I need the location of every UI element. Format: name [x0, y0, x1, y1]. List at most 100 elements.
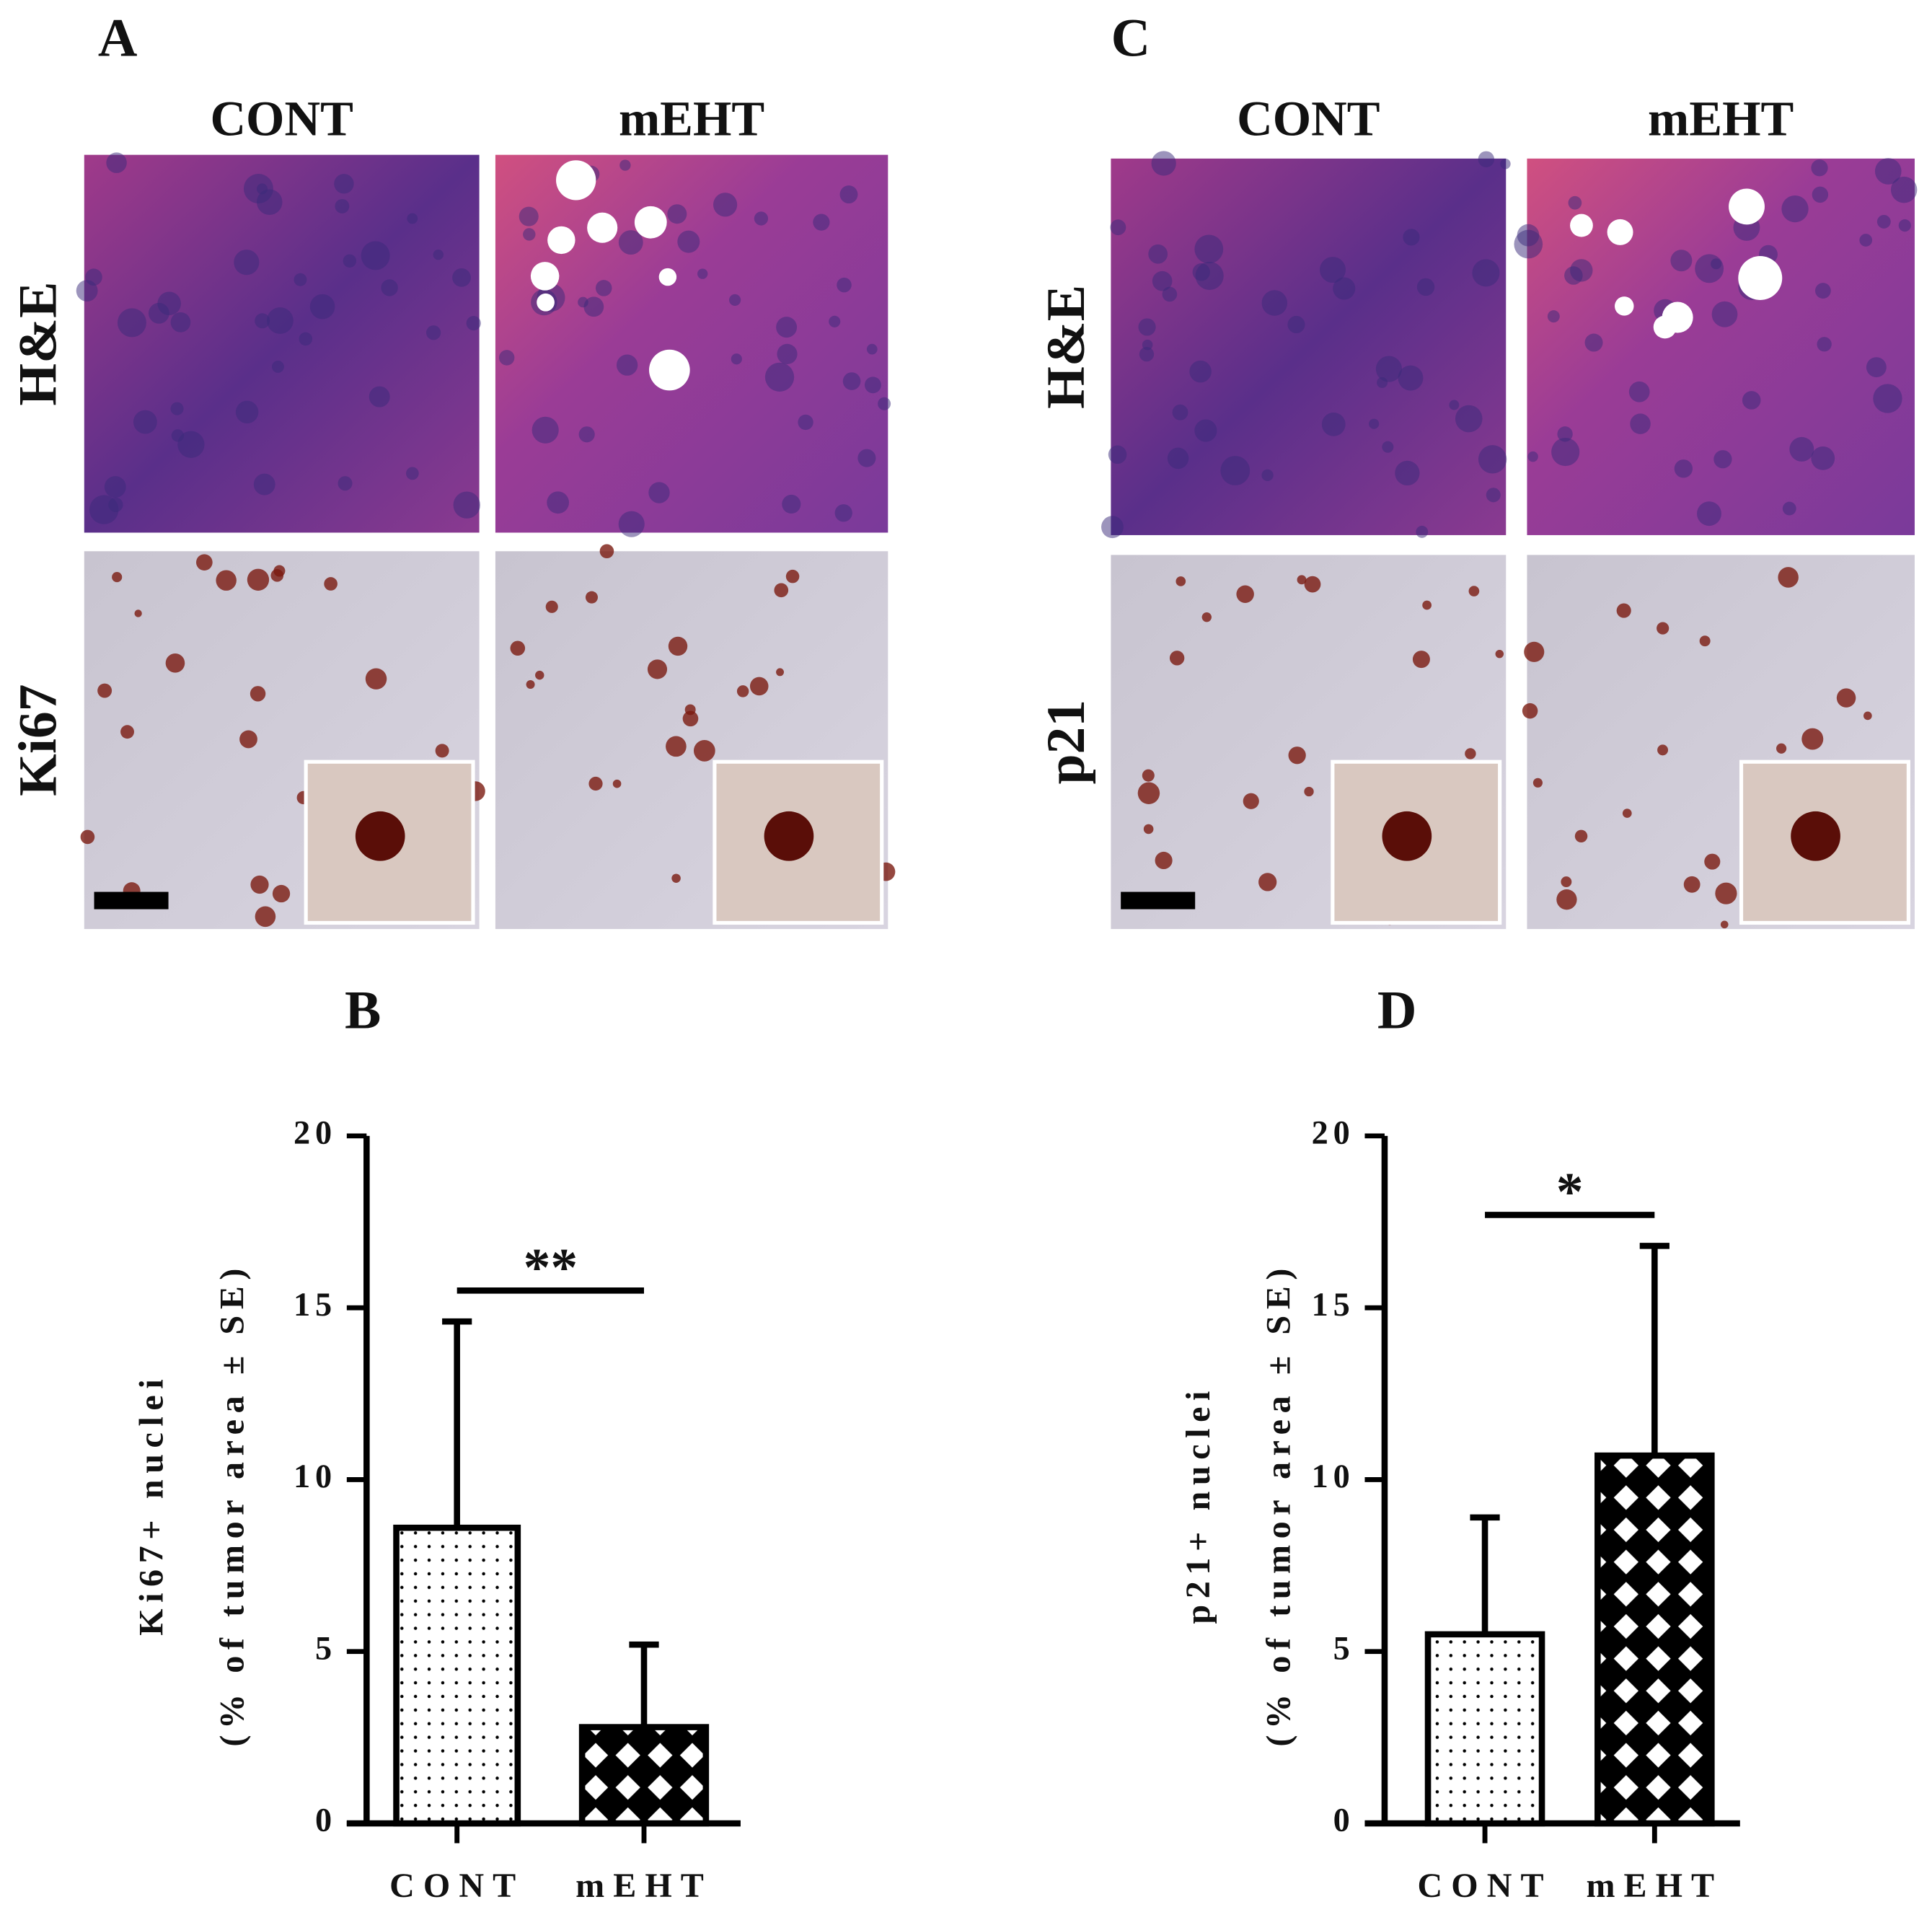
vacuole: [547, 226, 575, 255]
stained-nucleus: [365, 668, 387, 690]
stained-nucleus: [599, 544, 614, 559]
nucleus: [1781, 195, 1809, 223]
nucleus: [1711, 258, 1722, 270]
nucleus: [1486, 488, 1501, 503]
nucleus: [1375, 356, 1403, 382]
stained-nucleus: [435, 744, 449, 758]
nucleus: [1711, 301, 1738, 327]
x-tick-label: CONT: [1418, 1867, 1553, 1905]
nucleus: [764, 362, 795, 392]
nucleus: [170, 402, 184, 415]
stained-nucleus: [1169, 651, 1185, 666]
stained-nucleus: [1142, 769, 1155, 782]
nucleus: [1570, 259, 1593, 282]
significance-label: *: [1556, 1163, 1584, 1223]
nucleus: [405, 467, 419, 480]
stained-nucleus: [585, 591, 598, 604]
row-label: H&E: [1036, 285, 1096, 409]
row-label: Ki67: [8, 684, 68, 796]
nucleus: [133, 410, 157, 434]
nucleus: [255, 313, 270, 329]
bar: [1594, 1452, 1715, 1827]
stained-nucleus: [1243, 793, 1259, 809]
stained-nucleus: [774, 583, 789, 598]
nucleus: [1142, 339, 1153, 351]
he-image: [84, 154, 480, 533]
stained-nucleus: [247, 568, 270, 591]
nucleus: [235, 400, 259, 424]
row-label: p21: [1036, 700, 1096, 785]
stained-nucleus: [1683, 876, 1701, 893]
nucleus: [866, 343, 878, 355]
nucleus: [1377, 376, 1388, 388]
nucleus: [1782, 501, 1796, 516]
stained-nucleus: [1495, 649, 1504, 659]
y-tick-label: 0: [1333, 1802, 1355, 1839]
stained-nucleus: [1657, 744, 1669, 756]
nucleus: [1333, 277, 1356, 300]
row-label: H&E: [8, 282, 68, 406]
nucleus: [857, 449, 876, 467]
y-tick-label: 0: [315, 1802, 337, 1839]
inset-nucleus: [1382, 811, 1432, 861]
nucleus: [452, 268, 471, 287]
nucleus: [1189, 360, 1212, 383]
nucleus: [648, 482, 670, 503]
stained-nucleus: [120, 725, 134, 739]
nucleus: [1713, 450, 1732, 469]
vacuole: [1653, 315, 1677, 339]
panel-label: B: [345, 981, 381, 1041]
nucleus: [294, 273, 307, 286]
nucleus: [1697, 501, 1721, 527]
bar: [578, 1724, 710, 1827]
nucleus: [433, 250, 444, 260]
vacuole: [1570, 213, 1593, 237]
nucleus: [1478, 151, 1495, 167]
stained-nucleus: [1412, 651, 1430, 669]
nucleus: [782, 494, 801, 514]
nucleus: [299, 332, 313, 346]
nucleus: [104, 476, 126, 498]
nucleus: [309, 294, 335, 320]
stained-nucleus: [647, 659, 668, 679]
stained-nucleus: [1155, 851, 1173, 870]
nucleus: [1568, 195, 1582, 210]
inset-nucleus: [764, 811, 814, 861]
stained-nucleus: [1704, 853, 1721, 870]
nucleus: [1261, 290, 1288, 316]
nucleus: [834, 504, 852, 522]
stained-nucleus: [1288, 747, 1306, 765]
nucleus: [1108, 445, 1127, 464]
nucleus: [1557, 426, 1573, 442]
vacuole: [649, 349, 690, 391]
vacuole: [1615, 296, 1634, 316]
nucleus: [1874, 158, 1902, 185]
nucleus: [271, 360, 284, 373]
stained-nucleus: [526, 679, 535, 689]
nucleus: [1382, 441, 1394, 453]
nucleus: [1814, 283, 1831, 299]
stained-nucleus: [1465, 748, 1476, 759]
nucleus: [667, 204, 687, 224]
nucleus: [1139, 346, 1155, 362]
nucleus: [108, 497, 123, 513]
nucleus: [1455, 405, 1483, 433]
nucleus: [1472, 259, 1500, 287]
nucleus: [1110, 219, 1126, 236]
panel-label: D: [1377, 981, 1417, 1041]
nucleus: [1890, 176, 1918, 203]
nucleus: [1194, 234, 1224, 264]
nucleus: [234, 250, 260, 276]
stained-nucleus: [510, 640, 526, 656]
nucleus: [713, 193, 738, 217]
nucleus: [618, 511, 645, 537]
stained-nucleus: [239, 730, 257, 749]
nucleus: [776, 317, 798, 338]
x-tick-label: mEHT: [1586, 1867, 1723, 1905]
stained-nucleus: [612, 779, 622, 788]
y-tick-label: 5: [315, 1630, 337, 1667]
nucleus: [266, 307, 294, 334]
y-axis-label: (% of tumor area ± SE): [1259, 1262, 1297, 1747]
nucleus: [697, 268, 708, 279]
stained-nucleus: [1776, 743, 1787, 754]
